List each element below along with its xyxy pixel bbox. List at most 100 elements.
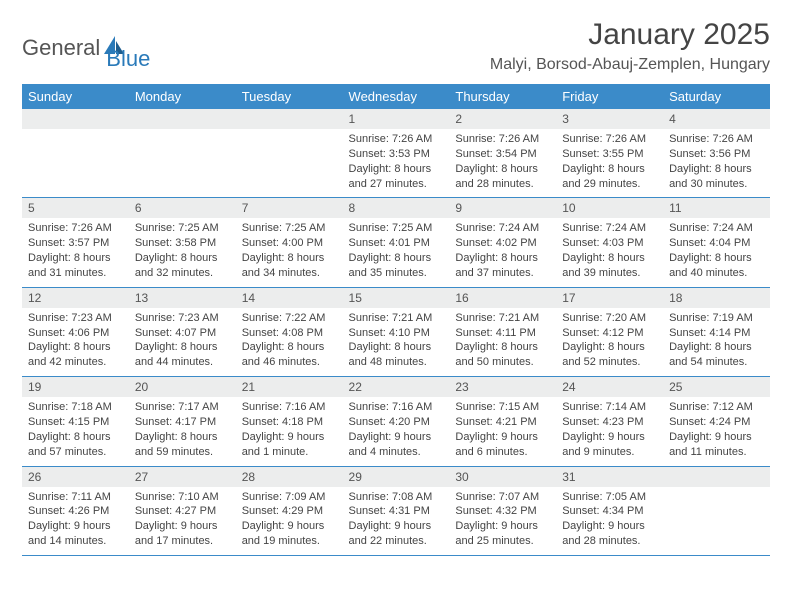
calendar-cell: 18Sunrise: 7:19 AMSunset: 4:14 PMDayligh… xyxy=(663,287,770,376)
sunrise-line: Sunrise: 7:24 AM xyxy=(562,221,657,236)
day-number: 21 xyxy=(236,377,343,397)
day-number: 23 xyxy=(449,377,556,397)
calendar-row: 26Sunrise: 7:11 AMSunset: 4:26 PMDayligh… xyxy=(22,466,770,555)
calendar-cell: 7Sunrise: 7:25 AMSunset: 4:00 PMDaylight… xyxy=(236,198,343,287)
sunrise-line: Sunrise: 7:17 AM xyxy=(135,400,230,415)
calendar-cell: 9Sunrise: 7:24 AMSunset: 4:02 PMDaylight… xyxy=(449,198,556,287)
calendar-cell: 25Sunrise: 7:12 AMSunset: 4:24 PMDayligh… xyxy=(663,377,770,466)
day-number: 27 xyxy=(129,467,236,487)
calendar-cell: 27Sunrise: 7:10 AMSunset: 4:27 PMDayligh… xyxy=(129,466,236,555)
day-number: 24 xyxy=(556,377,663,397)
day-details: Sunrise: 7:12 AMSunset: 4:24 PMDaylight:… xyxy=(663,397,770,465)
daylight-line: Daylight: 9 hours and 1 minute. xyxy=(242,430,337,460)
calendar-cell: 8 Sunrise: 7:25 AMSunset: 4:01 PMDaylight… xyxy=(343,198,450,287)
sunrise-line: Sunrise: 7:11 AM xyxy=(28,490,123,505)
daylight-line: Daylight: 9 hours and 14 minutes. xyxy=(28,519,123,549)
sunrise-line: Sunrise: 7:26 AM xyxy=(669,132,764,147)
daylight-line: Daylight: 8 hours and 54 minutes. xyxy=(669,340,764,370)
sunrise-line: Sunrise: 7:21 AM xyxy=(455,311,550,326)
sunrise-line: Sunrise: 7:08 AM xyxy=(349,490,444,505)
sunset-line: Sunset: 3:57 PM xyxy=(28,236,123,251)
day-number: 14 xyxy=(236,288,343,308)
calendar-cell: 13Sunrise: 7:23 AMSunset: 4:07 PMDayligh… xyxy=(129,287,236,376)
daynum-bar-empty xyxy=(236,109,343,129)
day-number: 29 xyxy=(343,467,450,487)
sunset-line: Sunset: 4:31 PM xyxy=(349,504,444,519)
daylight-line: Daylight: 8 hours and 31 minutes. xyxy=(28,251,123,281)
sunset-line: Sunset: 4:12 PM xyxy=(562,326,657,341)
calendar-cell: 19Sunrise: 7:18 AMSunset: 4:15 PMDayligh… xyxy=(22,377,129,466)
calendar-cell: 11Sunrise: 7:24 AMSunset: 4:04 PMDayligh… xyxy=(663,198,770,287)
sunrise-line: Sunrise: 7:16 AM xyxy=(242,400,337,415)
calendar-cell xyxy=(236,109,343,198)
day-number: 4 xyxy=(663,109,770,129)
calendar-cell: 15Sunrise: 7:21 AMSunset: 4:10 PMDayligh… xyxy=(343,287,450,376)
calendar-body: 1Sunrise: 7:26 AMSunset: 3:53 PMDaylight… xyxy=(22,109,770,555)
day-details: Sunrise: 7:26 AMSunset: 3:55 PMDaylight:… xyxy=(556,129,663,197)
day-number: 16 xyxy=(449,288,556,308)
day-details: Sunrise: 7:23 AMSunset: 4:07 PMDaylight:… xyxy=(129,308,236,376)
sunset-line: Sunset: 4:21 PM xyxy=(455,415,550,430)
day-number: 8 xyxy=(343,198,450,218)
daylight-line: Daylight: 8 hours and 59 minutes. xyxy=(135,430,230,460)
calendar-cell: 12Sunrise: 7:23 AMSunset: 4:06 PMDayligh… xyxy=(22,287,129,376)
day-details: Sunrise: 7:23 AMSunset: 4:06 PMDaylight:… xyxy=(22,308,129,376)
sunset-line: Sunset: 3:56 PM xyxy=(669,147,764,162)
daylight-line: Daylight: 9 hours and 17 minutes. xyxy=(135,519,230,549)
sunset-line: Sunset: 4:08 PM xyxy=(242,326,337,341)
sunset-line: Sunset: 4:01 PM xyxy=(349,236,444,251)
sunrise-line: Sunrise: 7:16 AM xyxy=(349,400,444,415)
daylight-line: Daylight: 9 hours and 22 minutes. xyxy=(349,519,444,549)
daylight-line: Daylight: 9 hours and 4 minutes. xyxy=(349,430,444,460)
daynum-bar-empty xyxy=(663,467,770,487)
calendar-cell: 31Sunrise: 7:05 AMSunset: 4:34 PMDayligh… xyxy=(556,466,663,555)
daylight-line: Daylight: 8 hours and 50 minutes. xyxy=(455,340,550,370)
daylight-line: Daylight: 8 hours and 28 minutes. xyxy=(455,162,550,192)
day-details: Sunrise: 7:22 AMSunset: 4:08 PMDaylight:… xyxy=(236,308,343,376)
sunset-line: Sunset: 4:18 PM xyxy=(242,415,337,430)
calendar-cell: 29 Sunrise: 7:08 AMSunset: 4:31 PMDayligh… xyxy=(343,466,450,555)
sunrise-line: Sunrise: 7:25 AM xyxy=(242,221,337,236)
calendar-cell xyxy=(129,109,236,198)
day-details: Sunrise: 7:18 AMSunset: 4:15 PMDaylight:… xyxy=(22,397,129,465)
day-number: 2 xyxy=(449,109,556,129)
day-details: Sunrise: 7:17 AMSunset: 4:17 PMDaylight:… xyxy=(129,397,236,465)
calendar-cell: 10Sunrise: 7:24 AMSunset: 4:03 PMDayligh… xyxy=(556,198,663,287)
day-number: 6 xyxy=(129,198,236,218)
sunset-line: Sunset: 4:32 PM xyxy=(455,504,550,519)
sunrise-line: Sunrise: 7:14 AM xyxy=(562,400,657,415)
day-details: Sunrise: 7:26 AMSunset: 3:54 PMDaylight:… xyxy=(449,129,556,197)
daylight-line: Daylight: 8 hours and 40 minutes. xyxy=(669,251,764,281)
calendar-cell: 16Sunrise: 7:21 AMSunset: 4:11 PMDayligh… xyxy=(449,287,556,376)
calendar-cell: 2Sunrise: 7:26 AMSunset: 3:54 PMDaylight… xyxy=(449,109,556,198)
day-number: 12 xyxy=(22,288,129,308)
sunset-line: Sunset: 4:00 PM xyxy=(242,236,337,251)
day-details: Sunrise: 7:24 AMSunset: 4:03 PMDaylight:… xyxy=(556,218,663,286)
sunrise-line: Sunrise: 7:18 AM xyxy=(28,400,123,415)
day-number: 9 xyxy=(449,198,556,218)
daylight-line: Daylight: 8 hours and 30 minutes. xyxy=(669,162,764,192)
daylight-line: Daylight: 8 hours and 29 minutes. xyxy=(562,162,657,192)
day-details: Sunrise: 7:15 AMSunset: 4:21 PMDaylight:… xyxy=(449,397,556,465)
sunrise-line: Sunrise: 7:05 AM xyxy=(562,490,657,505)
sunrise-line: Sunrise: 7:24 AM xyxy=(455,221,550,236)
brand-name-2: Blue xyxy=(106,46,150,72)
daylight-line: Daylight: 8 hours and 39 minutes. xyxy=(562,251,657,281)
weekday-header-row: Sunday Monday Tuesday Wednesday Thursday… xyxy=(22,84,770,109)
sunrise-line: Sunrise: 7:25 AM xyxy=(349,221,444,236)
calendar-cell: 3Sunrise: 7:26 AMSunset: 3:55 PMDaylight… xyxy=(556,109,663,198)
day-number: 11 xyxy=(663,198,770,218)
sunset-line: Sunset: 4:15 PM xyxy=(28,415,123,430)
weekday-header: Wednesday xyxy=(343,84,450,109)
day-details: Sunrise: 7:20 AMSunset: 4:12 PMDaylight:… xyxy=(556,308,663,376)
weekday-header: Monday xyxy=(129,84,236,109)
sunrise-line: Sunrise: 7:26 AM xyxy=(562,132,657,147)
day-details: Sunrise: 7:24 AMSunset: 4:04 PMDaylight:… xyxy=(663,218,770,286)
day-number: 25 xyxy=(663,377,770,397)
daylight-line: Daylight: 8 hours and 35 minutes. xyxy=(349,251,444,281)
day-details: Sunrise: 7:19 AMSunset: 4:14 PMDaylight:… xyxy=(663,308,770,376)
day-details: Sunrise: 7:24 AMSunset: 4:02 PMDaylight:… xyxy=(449,218,556,286)
calendar-row: 5Sunrise: 7:26 AMSunset: 3:57 PMDaylight… xyxy=(22,198,770,287)
day-details: Sunrise: 7:05 AMSunset: 4:34 PMDaylight:… xyxy=(556,487,663,555)
daylight-line: Daylight: 8 hours and 32 minutes. xyxy=(135,251,230,281)
